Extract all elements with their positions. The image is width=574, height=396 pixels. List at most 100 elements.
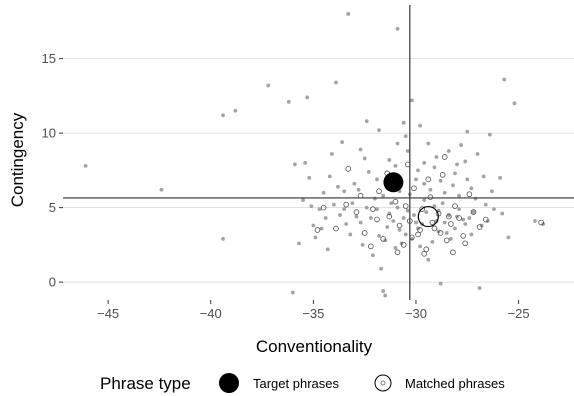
data-point [379, 266, 383, 271]
legend: Phrase type Target phrases Matched phras… [100, 373, 505, 393]
data-point [325, 247, 330, 252]
matched-phrase-point [392, 198, 399, 205]
data-point [381, 289, 386, 293]
data-point [375, 177, 379, 182]
legend-matched-marker-inner [380, 380, 386, 386]
data-point [327, 174, 332, 179]
x-tick-label: −40 [200, 306, 222, 321]
matched-phrase-point [314, 227, 321, 233]
data-point [424, 210, 429, 214]
data-point [385, 225, 390, 229]
y-tick-label: 0 [49, 275, 56, 290]
y-tick-label: 10 [42, 126, 56, 141]
data-point [442, 220, 447, 225]
data-point [409, 237, 414, 241]
data-point [354, 214, 359, 219]
data-point [350, 201, 355, 206]
data-point [83, 164, 88, 168]
data-point [313, 235, 318, 240]
data-point [446, 149, 451, 153]
data-point [311, 223, 316, 228]
matched-phrase-point [423, 246, 430, 253]
y-axis-title: Contingency [8, 112, 27, 207]
data-point [307, 175, 312, 180]
data-point [340, 140, 345, 144]
matched-phrase-point [417, 227, 423, 233]
matched-phrase-point [402, 203, 409, 209]
data-point [233, 108, 238, 113]
data-point [331, 202, 336, 207]
gridlines [63, 58, 574, 283]
data-point [469, 186, 474, 191]
data-point [375, 207, 379, 212]
matched-phrase-point [409, 234, 415, 241]
data-point [395, 205, 400, 210]
data-point [461, 217, 466, 222]
data-point [448, 237, 453, 241]
matched-phrase-point [456, 215, 462, 221]
data-point [428, 187, 433, 192]
data-point [455, 162, 459, 167]
data-point [352, 181, 357, 186]
data-point [391, 219, 396, 223]
matched-phrase-point [538, 219, 544, 226]
data-point [377, 128, 381, 133]
legend-title: Phrase type [100, 374, 191, 393]
data-point [395, 141, 400, 146]
data-point [329, 152, 334, 156]
data-point [422, 161, 427, 165]
data-point [401, 120, 406, 125]
data-point [405, 208, 410, 213]
data-point [292, 162, 297, 167]
data-point [459, 143, 464, 147]
data-point [500, 211, 505, 216]
matched-phrase-point [446, 213, 452, 220]
data-point [303, 161, 308, 165]
matched-phrase-point [374, 216, 380, 223]
matched-phrase-point [419, 206, 425, 212]
reference-lines [63, 5, 574, 300]
matched-phrase-point [376, 188, 382, 195]
matched-phrase-point [476, 224, 483, 230]
data-point [377, 234, 381, 238]
data-point [403, 134, 408, 139]
data-point [346, 12, 351, 16]
data-point [465, 129, 470, 134]
data-point [342, 189, 347, 194]
data-point [446, 213, 451, 217]
data-point [483, 202, 488, 207]
data-point [358, 220, 363, 225]
data-point [416, 168, 420, 173]
matched-phrase-point [380, 236, 386, 242]
y-axis-ticks: 0 5 10 15 [42, 51, 63, 290]
data-point [426, 257, 431, 262]
background-points [83, 12, 546, 298]
data-point [434, 155, 439, 159]
matched-phrase-point [441, 154, 448, 160]
data-point [412, 213, 416, 217]
data-point [409, 98, 414, 103]
data-point [290, 290, 295, 295]
x-tick-label: −25 [508, 306, 530, 321]
data-point [317, 207, 322, 212]
y-tick-label: 15 [42, 51, 56, 66]
matched-phrase-point [429, 219, 436, 226]
data-point [366, 169, 371, 174]
data-point [221, 237, 225, 241]
data-point [492, 207, 496, 212]
matched-phrase-point [462, 240, 469, 247]
matched-phrase-point [386, 213, 393, 220]
data-point [389, 201, 394, 206]
matched-phrase-point [411, 185, 417, 192]
matched-phrase-point [415, 231, 421, 238]
matched-phrase-point [427, 194, 434, 200]
matched-phrase-point [404, 161, 411, 168]
data-point [364, 119, 369, 124]
data-point [422, 181, 427, 186]
matched-phrase-point [482, 216, 489, 223]
data-point [383, 293, 388, 298]
data-point [159, 187, 164, 192]
data-point [498, 175, 503, 180]
x-tick-label: −30 [405, 306, 427, 321]
